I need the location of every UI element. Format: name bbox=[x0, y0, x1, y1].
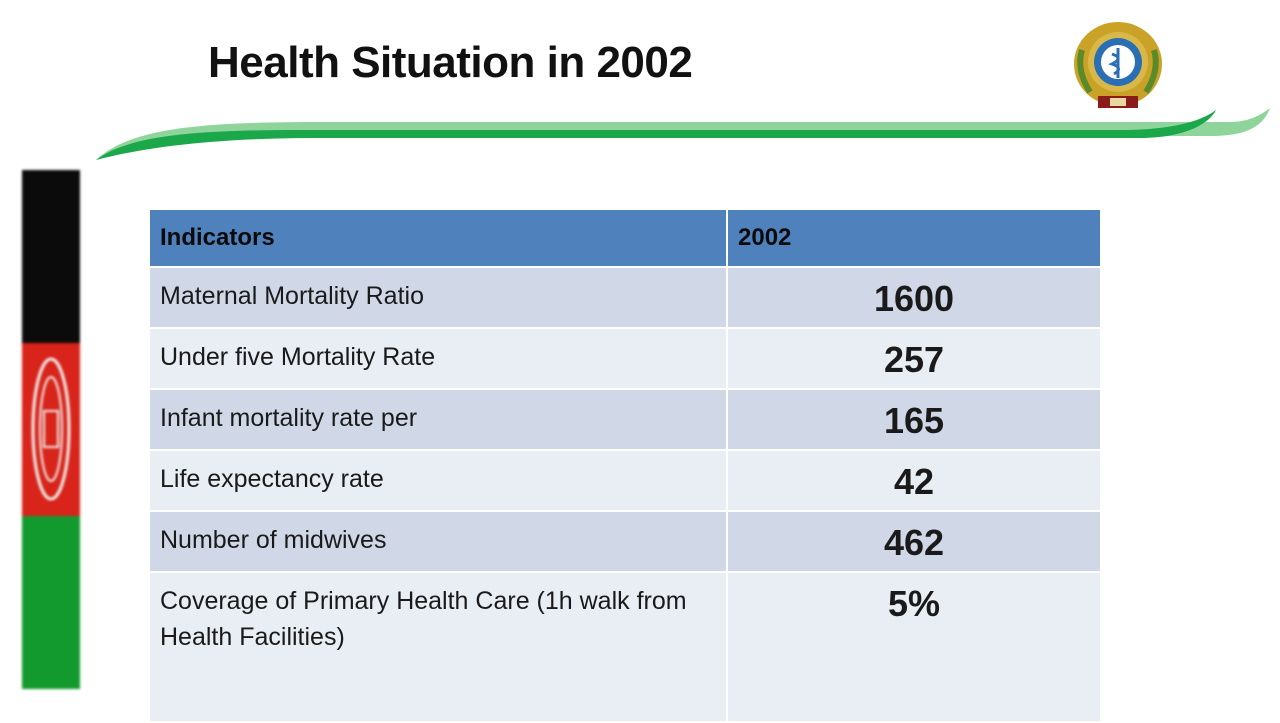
table-row: Number of midwives 462 bbox=[148, 510, 1102, 573]
ministry-emblem-icon bbox=[1074, 22, 1162, 108]
value-cell: 257 bbox=[726, 327, 1102, 390]
value-cell: 1600 bbox=[726, 266, 1102, 329]
indicator-cell: Under five Mortality Rate bbox=[148, 327, 728, 390]
indicator-cell: Life expectancy rate bbox=[148, 449, 728, 512]
flag-red-stripe bbox=[22, 343, 80, 516]
indicator-cell: Infant mortality rate per bbox=[148, 388, 728, 451]
flag-seal-icon bbox=[31, 357, 71, 501]
table-row: Maternal Mortality Ratio 1600 bbox=[148, 266, 1102, 329]
table-row: Under five Mortality Rate 257 bbox=[148, 327, 1102, 390]
value-cell: 42 bbox=[726, 449, 1102, 512]
value-cell: 462 bbox=[726, 510, 1102, 573]
table-row: Coverage of Primary Health Care (1h walk… bbox=[148, 571, 1102, 723]
table-row: Life expectancy rate 42 bbox=[148, 449, 1102, 512]
table-row: Infant mortality rate per 165 bbox=[148, 388, 1102, 451]
value-cell: 165 bbox=[726, 388, 1102, 451]
indicator-cell: Coverage of Primary Health Care (1h walk… bbox=[148, 571, 728, 723]
afghanistan-flag-icon bbox=[22, 170, 80, 689]
indicator-cell: Number of midwives bbox=[148, 510, 728, 573]
flag-green-stripe bbox=[22, 516, 80, 689]
health-indicators-table: Indicators 2002 Maternal Mortality Ratio… bbox=[148, 208, 1102, 723]
header-indicators: Indicators bbox=[148, 208, 728, 268]
green-swoosh-decoration bbox=[96, 108, 1270, 160]
value-cell: 5% bbox=[726, 571, 1102, 723]
header-year: 2002 bbox=[726, 208, 1102, 268]
table-header-row: Indicators 2002 bbox=[148, 208, 1102, 268]
flag-black-stripe bbox=[22, 170, 80, 343]
indicator-cell: Maternal Mortality Ratio bbox=[148, 266, 728, 329]
slide-title: Health Situation in 2002 bbox=[208, 38, 693, 87]
